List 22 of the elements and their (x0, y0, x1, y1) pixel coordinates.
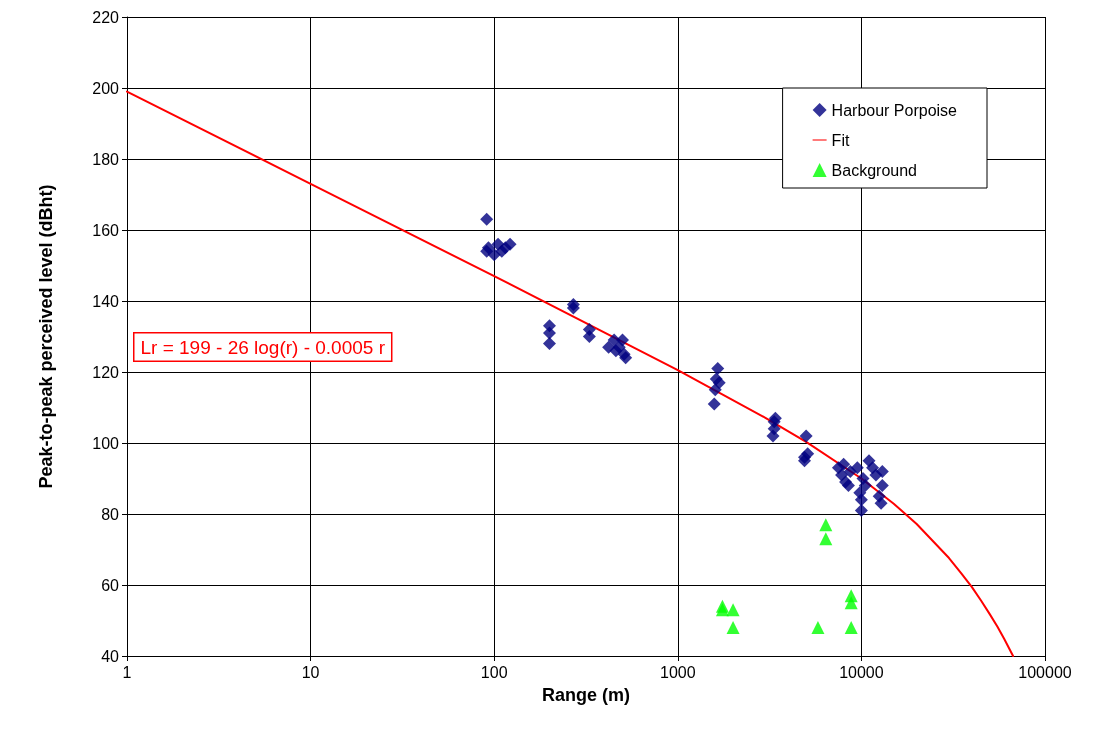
y-tick-label: 100 (92, 434, 120, 452)
y-tick-label: 40 (101, 647, 120, 665)
x-tick-label: 100000 (1018, 663, 1072, 681)
x-axis-title: Range (m) (541, 685, 631, 705)
legend-label: Background (831, 161, 917, 179)
y-tick-label: 180 (92, 150, 120, 168)
x-tick-label: 1 (122, 663, 132, 681)
legend-label: Harbour Porpoise (831, 101, 958, 119)
y-tick-label: 80 (101, 505, 120, 523)
x-tick-label: 1000 (660, 663, 696, 681)
y-tick-label: 120 (92, 363, 120, 381)
x-tick-label: 100 (480, 663, 508, 681)
annotation: Lr = 199 - 26 log(r) - 0.0005 r (140, 336, 386, 358)
x-tick-label: 10000 (839, 663, 884, 681)
x-tick-label: 10 (301, 663, 320, 681)
y-tick-label: 220 (92, 8, 120, 26)
y-axis-title: Peak-to-peak perceived level (dBht) (36, 184, 56, 489)
y-tick-label: 200 (92, 79, 120, 97)
legend-label: Fit (831, 131, 850, 149)
y-tick-label: 140 (92, 292, 120, 310)
y-tick-label: 160 (92, 221, 120, 239)
y-tick-label: 60 (101, 576, 120, 594)
